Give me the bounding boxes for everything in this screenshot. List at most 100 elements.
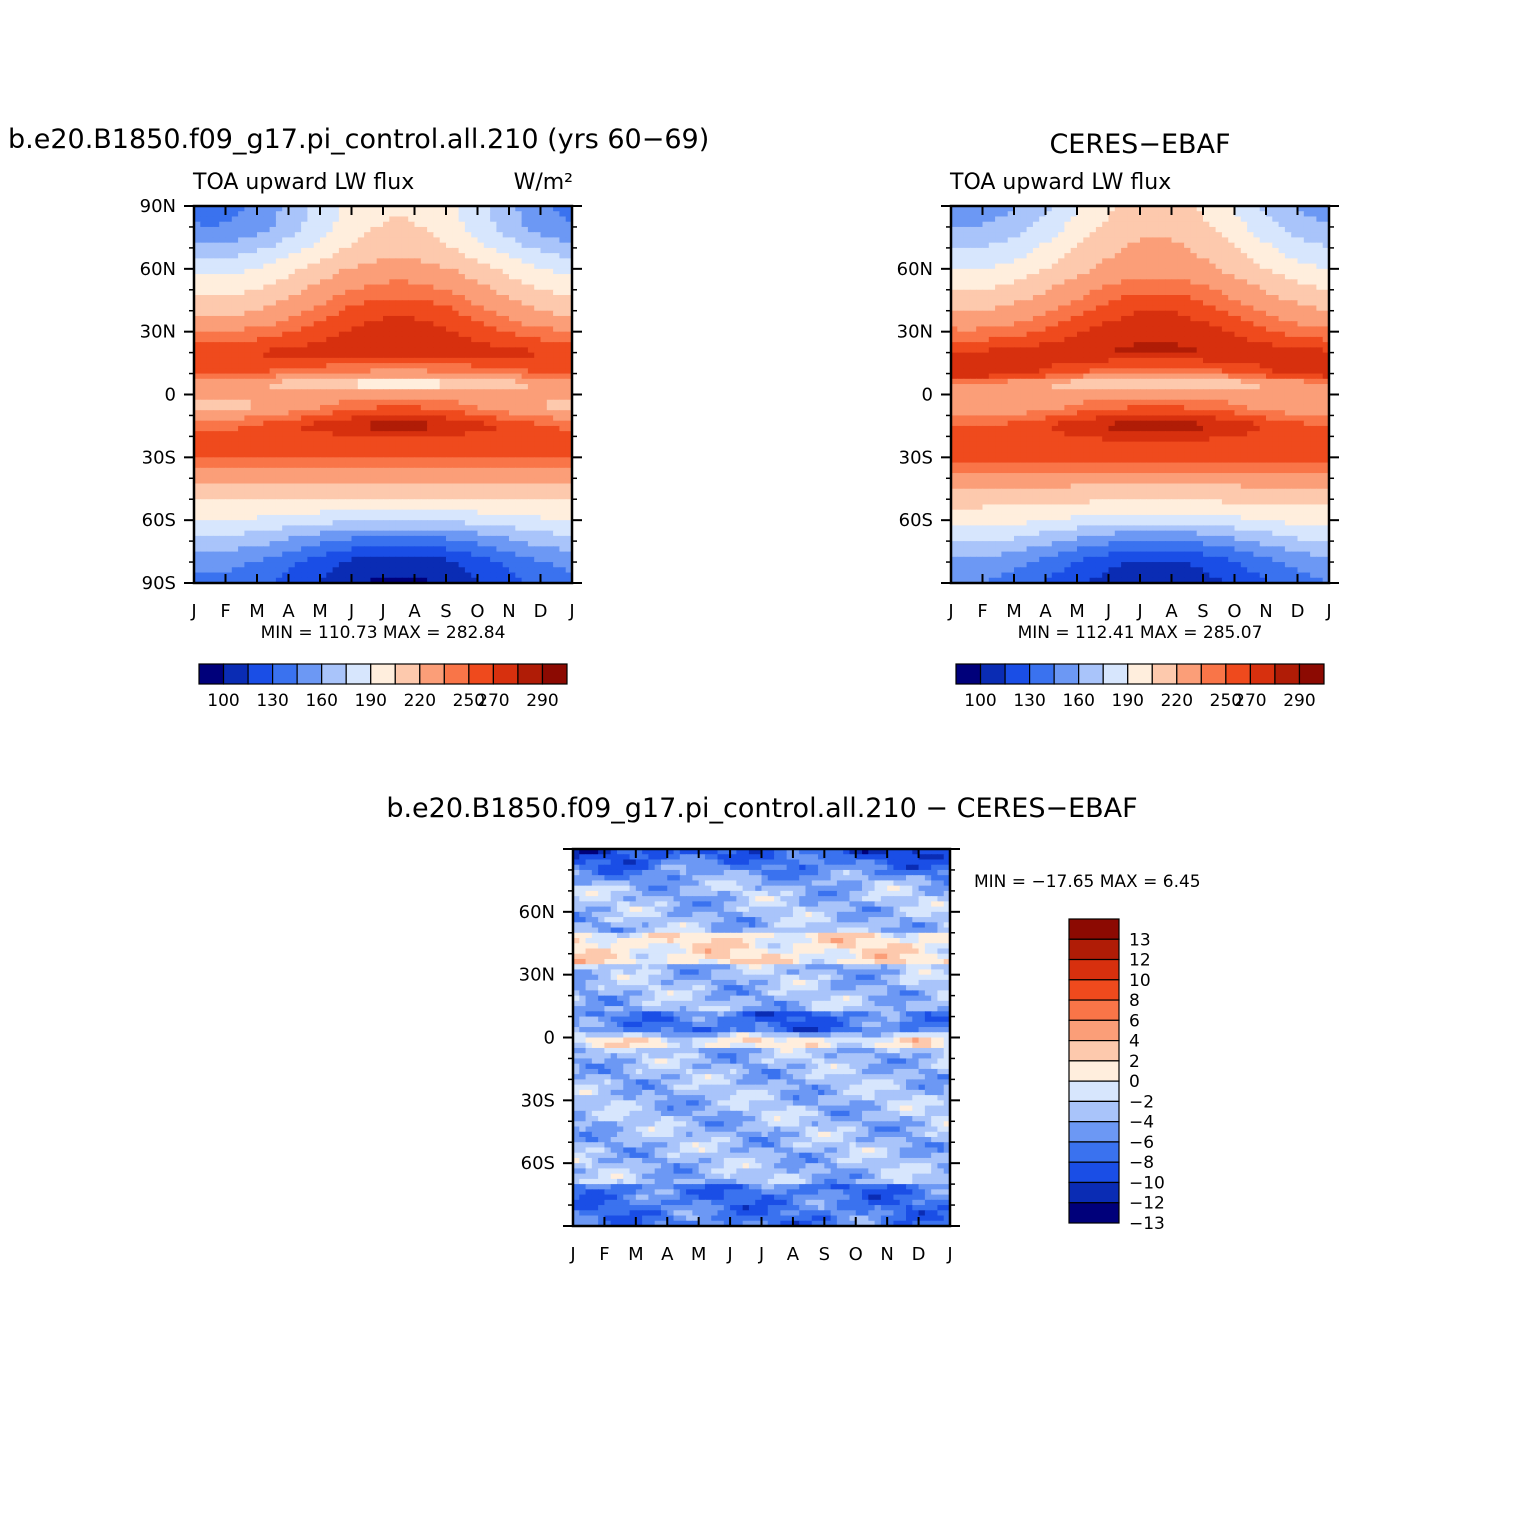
contour-cell (332, 268, 340, 275)
contour-cell (376, 321, 384, 328)
contour-cell (200, 457, 208, 464)
contour-cell (320, 509, 327, 516)
contour-cell (490, 420, 497, 427)
contour-cell (553, 352, 560, 359)
contour-cell (212, 551, 220, 558)
contour-cell (521, 305, 529, 312)
contour-cell (502, 331, 510, 338)
contour-cell (238, 420, 245, 427)
contour-cell (515, 425, 523, 432)
contour-cell (383, 488, 390, 495)
contour-cell (559, 399, 567, 406)
contour-cell (338, 253, 346, 259)
contour-cell (420, 321, 428, 328)
panel1-units-label: W/m² (514, 170, 573, 195)
contour-cell (502, 216, 510, 223)
contour-cell (338, 226, 346, 233)
contour-cell (534, 247, 542, 254)
contour-cell (553, 493, 560, 500)
contour-cell (420, 551, 428, 558)
contour-cell (301, 436, 308, 443)
contour-cell (414, 247, 422, 254)
colorbar-swatch (541, 663, 568, 685)
contour-cell (307, 279, 315, 286)
contour-cell (219, 551, 227, 558)
contour-cell (401, 567, 409, 574)
contour-cell (301, 457, 308, 464)
contour-cell (458, 567, 466, 574)
contour-cell (515, 226, 523, 233)
contour-cell (553, 562, 560, 568)
contour-cell (1266, 216, 1273, 223)
contour-cell (414, 509, 422, 516)
contour-cell (206, 535, 214, 542)
contour-cell (515, 399, 523, 406)
contour-cell (345, 467, 353, 474)
contour-cell (471, 378, 479, 385)
contour-cell (502, 546, 510, 553)
contour-cell (446, 237, 453, 244)
contour-cell (446, 467, 453, 474)
contour-cell (194, 331, 201, 338)
contour-cell (383, 394, 390, 401)
contour-cell (471, 305, 479, 312)
contour-cell (376, 384, 384, 390)
contour-cell (345, 431, 353, 437)
contour-cell (540, 268, 548, 275)
contour-cell (364, 556, 371, 563)
contour-cell (313, 263, 321, 270)
contour-cell (527, 363, 535, 369)
contour-cell (269, 221, 277, 228)
contour-cell (301, 577, 308, 584)
contour-cell (225, 572, 233, 579)
contour-cell (1316, 211, 1324, 218)
contour-cell (194, 373, 201, 380)
contour-cell (534, 452, 542, 458)
contour-cell (307, 384, 315, 390)
contour-cell (219, 315, 227, 322)
contour-cell (200, 363, 208, 369)
contour-cell (427, 305, 434, 312)
contour-cell (565, 226, 573, 233)
contour-cell (559, 347, 567, 354)
contour-cell (395, 384, 403, 390)
contour-cell (471, 242, 479, 249)
contour-cell (288, 331, 296, 338)
contour-cell (338, 342, 346, 348)
contour-cell (534, 493, 542, 500)
colorbar-swatch (468, 663, 495, 685)
contour-cell (546, 441, 554, 448)
contour-cell (546, 488, 554, 495)
contour-cell (521, 247, 529, 254)
contour-cell (452, 441, 460, 448)
contour-cell (1184, 237, 1191, 244)
contour-cell (263, 415, 271, 422)
contour-cell (301, 462, 308, 469)
contour-cell (458, 226, 466, 233)
contour-cell (307, 525, 315, 532)
contour-cell (565, 425, 573, 432)
contour-cell (225, 431, 233, 437)
contour-cell (408, 237, 416, 244)
contour-cell (389, 535, 397, 542)
contour-cell (401, 499, 409, 506)
contour-cell (288, 384, 296, 390)
contour-cell (320, 394, 327, 401)
contour-cell (559, 258, 567, 265)
contour-cell (395, 310, 403, 317)
contour-cell (257, 384, 264, 390)
contour-cell (1165, 206, 1173, 212)
contour-cell (1297, 221, 1305, 228)
contour-cell (275, 289, 283, 296)
contour-cell (490, 363, 497, 369)
contour-cell (1272, 242, 1280, 249)
contour-cell (515, 237, 523, 244)
contour-cell (553, 389, 560, 396)
contour-cell (446, 394, 453, 401)
contour-cell (351, 331, 359, 338)
contour-cell (244, 572, 252, 579)
contour-cell (401, 321, 409, 328)
contour-cell (496, 499, 504, 506)
contour-cell (477, 274, 485, 280)
contour-cell (219, 509, 227, 516)
